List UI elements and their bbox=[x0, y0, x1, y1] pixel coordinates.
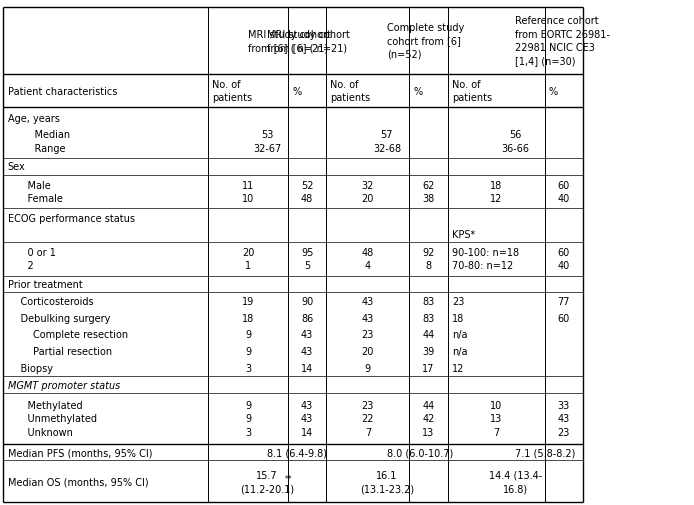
Text: 23: 23 bbox=[362, 330, 374, 340]
Text: 19: 19 bbox=[242, 296, 254, 306]
Text: 53
32-67: 53 32-67 bbox=[253, 130, 281, 154]
Text: Median PFS (months, 95% CI): Median PFS (months, 95% CI) bbox=[8, 447, 152, 457]
Text: 3: 3 bbox=[245, 363, 251, 373]
Text: 52
48: 52 48 bbox=[301, 180, 314, 204]
Text: Prior treatment: Prior treatment bbox=[8, 279, 83, 289]
Text: 95
5: 95 5 bbox=[301, 247, 313, 271]
Text: 14.4 (13.4-
16.8): 14.4 (13.4- 16.8) bbox=[489, 470, 542, 493]
Text: Corticosteroids: Corticosteroids bbox=[8, 296, 93, 306]
Text: 43
43
14: 43 43 14 bbox=[301, 400, 313, 437]
Text: KPS*: KPS* bbox=[452, 229, 475, 239]
Text: 33
43
23: 33 43 23 bbox=[558, 400, 570, 437]
Text: 77: 77 bbox=[557, 296, 570, 306]
Text: Male
    Female: Male Female bbox=[15, 180, 62, 204]
Text: 60: 60 bbox=[558, 313, 570, 323]
Text: 43: 43 bbox=[301, 330, 313, 340]
Text: 14: 14 bbox=[301, 363, 313, 373]
Text: 23: 23 bbox=[452, 296, 464, 306]
Text: n/a: n/a bbox=[452, 330, 467, 340]
Text: 57
32-68: 57 32-68 bbox=[373, 130, 401, 154]
Text: 9: 9 bbox=[245, 346, 251, 357]
Text: Age, years: Age, years bbox=[8, 113, 60, 123]
Text: 0 or 1
    2: 0 or 1 2 bbox=[15, 247, 56, 271]
Text: 43: 43 bbox=[362, 296, 374, 306]
Text: No. of
patients: No. of patients bbox=[330, 80, 371, 103]
Text: 60
40: 60 40 bbox=[558, 180, 570, 204]
Text: 7.1 (5.8-8.2): 7.1 (5.8-8.2) bbox=[515, 447, 575, 457]
Text: Patient characteristics: Patient characteristics bbox=[8, 86, 117, 96]
Text: 62
38: 62 38 bbox=[423, 180, 434, 204]
Text: 8.1 (6.4-9.8): 8.1 (6.4-9.8) bbox=[267, 447, 327, 457]
Text: Reference cohort
from EORTC 26981-
22981 NCIC CE3
[1,4] (n=30): Reference cohort from EORTC 26981- 22981… bbox=[515, 16, 610, 66]
Text: MRI study cohort
from [6] ( n=21): MRI study cohort from [6] ( n=21) bbox=[248, 30, 331, 53]
Text: No. of
patients: No. of patients bbox=[452, 80, 492, 103]
Text: 44: 44 bbox=[423, 330, 434, 340]
Text: %: % bbox=[292, 86, 301, 96]
Text: 23
22
7: 23 22 7 bbox=[362, 400, 374, 437]
Text: 18
12: 18 12 bbox=[490, 180, 502, 204]
Text: 39: 39 bbox=[423, 346, 434, 357]
Text: Methylated
    Unmethylated
    Unknown: Methylated Unmethylated Unknown bbox=[15, 400, 96, 437]
Text: 8.0 (6.0-10.7): 8.0 (6.0-10.7) bbox=[387, 447, 453, 457]
Text: 11
10: 11 10 bbox=[242, 180, 254, 204]
Text: Median
    Range: Median Range bbox=[22, 130, 69, 154]
Text: 20
1: 20 1 bbox=[242, 247, 254, 271]
Text: %: % bbox=[549, 86, 558, 96]
Text: 43: 43 bbox=[301, 346, 313, 357]
Text: 15.7
(11.2-20.1): 15.7 (11.2-20.1) bbox=[240, 470, 294, 493]
Text: **: ** bbox=[285, 475, 292, 483]
Text: Median OS (months, 95% CI): Median OS (months, 95% CI) bbox=[8, 477, 149, 486]
Text: 44
42
13: 44 42 13 bbox=[423, 400, 434, 437]
Text: 90-100: n=18
70-80: n=12: 90-100: n=18 70-80: n=12 bbox=[452, 247, 519, 271]
Text: 20: 20 bbox=[362, 346, 374, 357]
Text: 12: 12 bbox=[452, 363, 464, 373]
Text: Partial resection: Partial resection bbox=[8, 346, 112, 357]
Text: 18: 18 bbox=[242, 313, 254, 323]
Text: 56
36-66: 56 36-66 bbox=[501, 130, 530, 154]
Text: 9: 9 bbox=[245, 330, 251, 340]
Text: Sex: Sex bbox=[8, 162, 26, 172]
Text: No. of
patients: No. of patients bbox=[212, 80, 253, 103]
Text: ECOG performance status: ECOG performance status bbox=[8, 214, 135, 224]
Text: 60
40: 60 40 bbox=[558, 247, 570, 271]
Text: 48
4: 48 4 bbox=[362, 247, 374, 271]
Text: 86: 86 bbox=[301, 313, 313, 323]
Text: Complete study
cohort from [6]
(n=52): Complete study cohort from [6] (n=52) bbox=[387, 23, 464, 59]
Text: MGMT promoter status: MGMT promoter status bbox=[8, 380, 120, 390]
Text: %: % bbox=[414, 86, 423, 96]
Text: Complete resection: Complete resection bbox=[8, 330, 128, 340]
Text: 9
9
3: 9 9 3 bbox=[245, 400, 251, 437]
Text: 32
20: 32 20 bbox=[362, 180, 374, 204]
Text: 83: 83 bbox=[423, 296, 434, 306]
Text: 90: 90 bbox=[301, 296, 313, 306]
Text: 17: 17 bbox=[423, 363, 434, 373]
Text: 43: 43 bbox=[362, 313, 374, 323]
Text: 10
13
7: 10 13 7 bbox=[490, 400, 502, 437]
Text: n/a: n/a bbox=[452, 346, 467, 357]
Text: 16.1
(13.1-23.2): 16.1 (13.1-23.2) bbox=[360, 470, 414, 493]
Text: 92
8: 92 8 bbox=[423, 247, 434, 271]
Text: 18: 18 bbox=[452, 313, 464, 323]
Text: MRI study cohort
from [6] ( n=21): MRI study cohort from [6] ( n=21) bbox=[267, 30, 350, 53]
Text: 83: 83 bbox=[423, 313, 434, 323]
Text: 9: 9 bbox=[365, 363, 371, 373]
Text: Debulking surgery: Debulking surgery bbox=[8, 313, 110, 323]
Text: Biopsy: Biopsy bbox=[8, 363, 53, 373]
